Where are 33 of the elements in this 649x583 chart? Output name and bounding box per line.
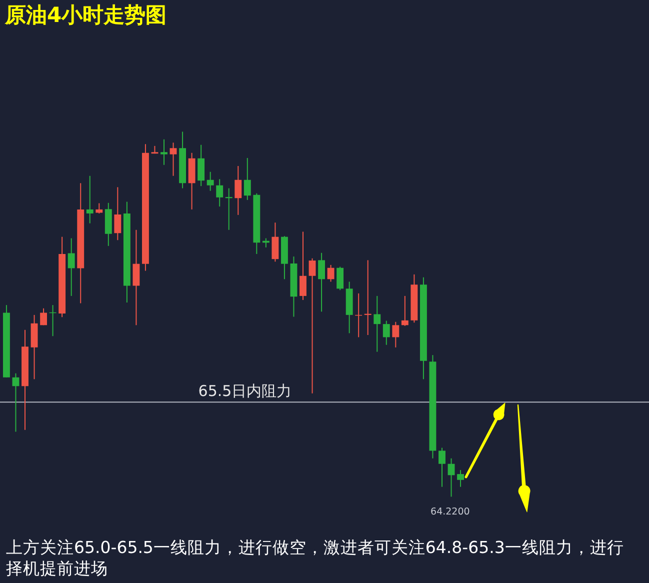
candlestick: [318, 252, 326, 312]
chart-title: 原油4小时走势图: [4, 3, 167, 27]
candlestick: [234, 166, 242, 216]
candlestick: [160, 138, 168, 166]
candlestick: [206, 171, 214, 192]
candlestick: [300, 231, 306, 300]
candlestick: [244, 157, 251, 200]
candlestick: [96, 202, 103, 214]
candlestick: [170, 142, 177, 176]
candlestick: [308, 258, 316, 394]
candlestick: [132, 229, 140, 326]
candlestick: [401, 295, 408, 326]
candlestick: [448, 458, 455, 498]
candlestick: [86, 175, 94, 224]
annotation: 64.2200: [430, 506, 470, 518]
text: 上方关注65.0-65.5一线阻力，进行做空，激进者可关注64.8-65.3一线阻力，进行择机提前进场: [6, 538, 624, 578]
candlestick: [457, 470, 464, 488]
candlestick: [374, 295, 381, 352]
candlestick: [272, 222, 279, 262]
candlestick: [336, 266, 344, 291]
candlestick: [327, 264, 334, 282]
candlestick: [225, 188, 232, 230]
candlestick: [392, 321, 400, 348]
candlestick: [40, 308, 48, 326]
candlestick: [114, 186, 122, 241]
candlestick: [68, 238, 75, 296]
candlestick: [198, 144, 205, 187]
candlestick: [216, 178, 224, 208]
candlestick: [12, 372, 20, 432]
candlestick: [364, 260, 372, 336]
candlestick: [382, 320, 390, 346]
candlestick: [438, 447, 446, 488]
ref-line-label: 65.5日内阻力: [198, 382, 292, 400]
